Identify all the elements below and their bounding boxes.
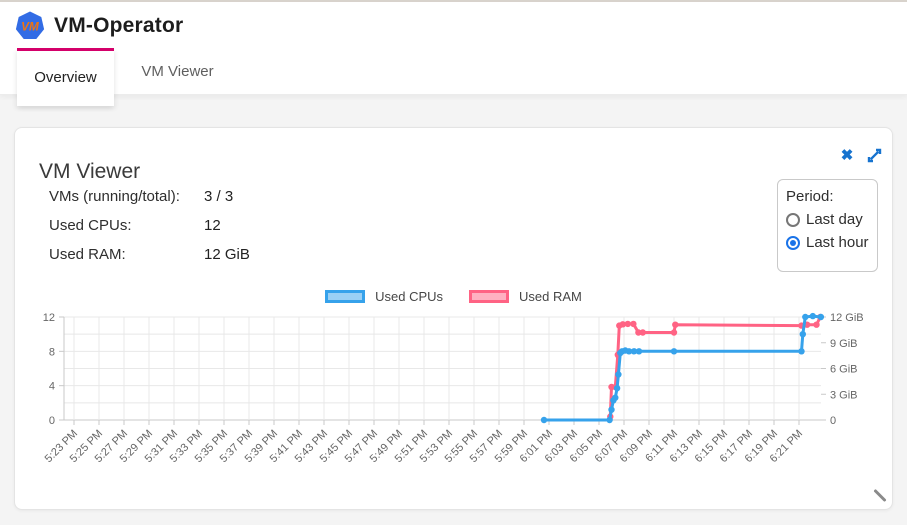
window-top-border xyxy=(0,0,907,2)
x-axis-labels: 5:23 PM5:25 PM5:27 PM5:29 PM5:31 PM5:33 … xyxy=(43,428,805,465)
tab-vm-viewer-label: VM Viewer xyxy=(141,62,214,80)
tab-bar: Overview VM Viewer xyxy=(17,48,241,106)
expand-icon-glyph xyxy=(867,148,881,162)
svg-text:12 GiB: 12 GiB xyxy=(830,312,864,324)
svg-text:9 GiB: 9 GiB xyxy=(830,338,858,350)
tab-vm-viewer[interactable]: VM Viewer xyxy=(114,48,241,94)
tab-overview[interactable]: Overview xyxy=(17,48,114,106)
svg-text:3 GiB: 3 GiB xyxy=(830,389,858,401)
page-body: VM Viewer ✖ VMs (running/total): 3 / 3 xyxy=(0,94,907,525)
stat-label: Used CPUs: xyxy=(49,217,132,234)
stat-row-vms: VMs (running/total): 3 / 3 xyxy=(49,188,250,205)
legend-item-used-cpus[interactable]: Used CPUs xyxy=(325,289,443,304)
card-title: VM Viewer xyxy=(39,160,141,184)
radio-label: Last hour xyxy=(806,234,869,251)
svg-text:8: 8 xyxy=(49,346,55,358)
stat-value: 12 GiB xyxy=(204,246,250,263)
close-icon[interactable]: ✖ xyxy=(837,145,857,165)
radio-last-hour[interactable]: Last hour xyxy=(786,234,869,251)
usage-chart: 0 4 8 12 0 3 GiB 6 GiB 9 GiB 12 GiB 5:23 PM5:25 P… xyxy=(43,312,864,465)
radio-icon xyxy=(786,235,800,250)
period-label: Period: xyxy=(786,188,834,205)
app-header: VM VM-Operator Overview VM Viewer xyxy=(0,2,907,106)
logo-letters: VM xyxy=(21,20,39,33)
period-selector: Period: Last day Last hour xyxy=(777,179,878,272)
legend-swatch xyxy=(325,290,366,303)
stat-row-ram: Used RAM: 12 GiB xyxy=(49,246,250,263)
radio-last-day[interactable]: Last day xyxy=(786,211,869,228)
series-used-ram xyxy=(607,313,824,420)
y-axis-left-labels: 0 4 8 12 xyxy=(43,312,55,427)
legend-label: Used CPUs xyxy=(375,289,444,304)
stat-label: Used RAM: xyxy=(49,246,126,263)
svg-text:0: 0 xyxy=(830,415,836,427)
legend-label: Used RAM xyxy=(519,289,582,304)
svg-text:0: 0 xyxy=(49,415,55,427)
radio-label: Last day xyxy=(806,211,863,228)
resize-handle-icon[interactable] xyxy=(872,487,888,503)
close-glyph: ✖ xyxy=(840,146,854,164)
legend-swatch xyxy=(469,290,510,303)
card-actions: ✖ xyxy=(837,145,884,165)
stat-label: VMs (running/total): xyxy=(49,188,180,205)
radio-icon xyxy=(786,212,800,227)
tab-overview-label: Overview xyxy=(34,68,97,86)
stat-row-cpus: Used CPUs: 12 xyxy=(49,217,250,234)
series-used-cpus xyxy=(540,312,825,424)
stat-value: 3 / 3 xyxy=(204,188,234,205)
chart-legend: Used CPUs Used RAM xyxy=(15,289,892,304)
svg-text:12: 12 xyxy=(43,312,55,324)
vm-viewer-card: VM Viewer ✖ VMs (running/total): 3 / 3 xyxy=(14,127,893,510)
legend-item-used-ram[interactable]: Used RAM xyxy=(469,289,582,304)
stats-block: VMs (running/total): 3 / 3 Used CPUs: 12… xyxy=(49,188,250,275)
app-title: VM-Operator xyxy=(54,14,184,37)
grid-lines xyxy=(63,316,821,421)
brand: VM VM-Operator xyxy=(15,11,183,41)
stat-value: 12 xyxy=(204,217,221,234)
svg-text:6 GiB: 6 GiB xyxy=(830,364,858,376)
y-axis-right-labels: 0 3 GiB 6 GiB 9 GiB 12 GiB xyxy=(830,312,864,427)
svg-text:4: 4 xyxy=(49,381,55,393)
expand-icon[interactable] xyxy=(864,145,884,165)
app-logo-icon: VM xyxy=(15,11,45,40)
